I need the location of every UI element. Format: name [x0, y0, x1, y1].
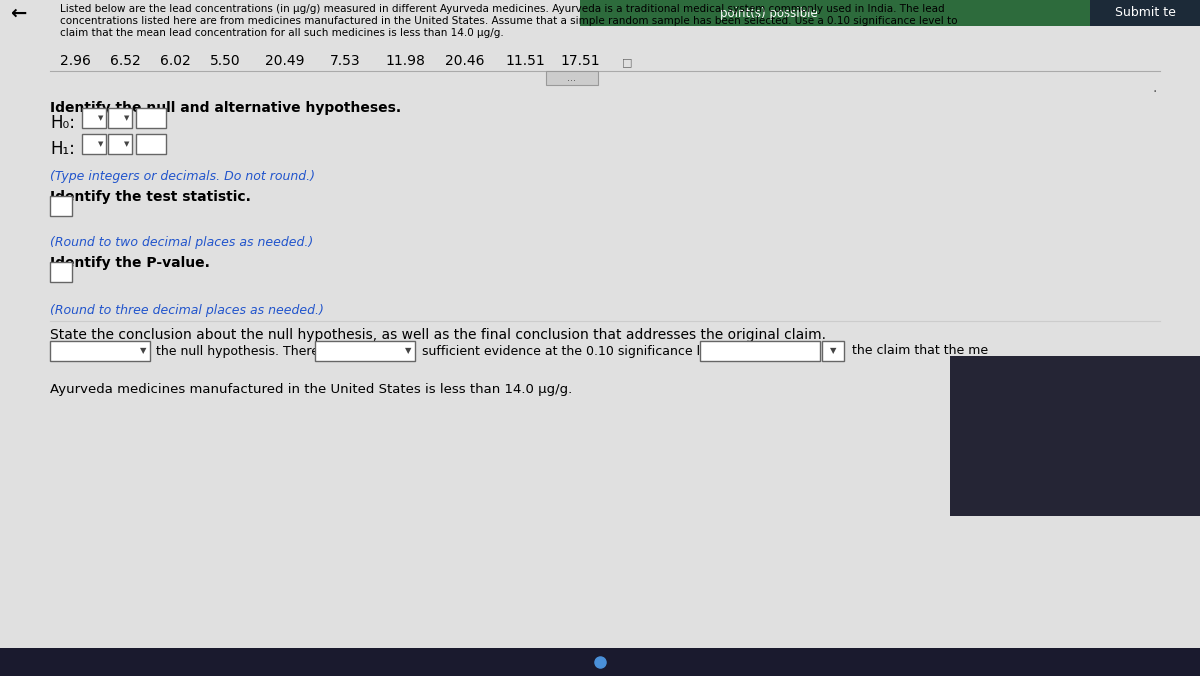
Text: (Round to two decimal places as needed.): (Round to two decimal places as needed.) [50, 236, 313, 249]
Text: Listed below are the lead concentrations (in μg/g) measured in different Ayurved: Listed below are the lead concentrations… [60, 4, 944, 14]
Text: 20.46: 20.46 [445, 54, 485, 68]
Text: ▼: ▼ [829, 347, 836, 356]
Text: concentrations listed here are from medicines manufactured in the United States.: concentrations listed here are from medi… [60, 16, 958, 26]
Text: 20.49: 20.49 [265, 54, 305, 68]
Text: claim that the mean lead concentration for all such medicines is less than 14.0 : claim that the mean lead concentration f… [60, 28, 504, 38]
Text: ...: ... [568, 73, 576, 83]
Text: (Round to three decimal places as needed.): (Round to three decimal places as needed… [50, 304, 324, 317]
Text: 5.50: 5.50 [210, 54, 241, 68]
Text: H₁:: H₁: [50, 140, 74, 158]
Text: (Type integers or decimals. Do not round.): (Type integers or decimals. Do not round… [50, 170, 314, 183]
Bar [314, 341, 415, 361]
Text: sufficient evidence at the 0.10 significance level to: sufficient evidence at the 0.10 signific… [418, 345, 743, 358]
Text: ▼: ▼ [98, 141, 103, 147]
Text: ▼: ▼ [139, 347, 146, 356]
Bar [1090, 0, 1200, 26]
Text: Ayurveda medicines manufactured in the United States is less than 14.0 μg/g.: Ayurveda medicines manufactured in the U… [50, 383, 572, 396]
Text: ▼: ▼ [125, 115, 130, 121]
Text: ▼: ▼ [98, 115, 103, 121]
Text: 6.02: 6.02 [160, 54, 191, 68]
Text: ▼: ▼ [404, 347, 412, 356]
Text: .: . [1153, 81, 1157, 95]
Bar [50, 262, 72, 282]
Bar [50, 196, 72, 216]
Text: Identify the P-value.: Identify the P-value. [50, 256, 210, 270]
Text: Identify the null and alternative hypotheses.: Identify the null and alternative hypoth… [50, 101, 401, 115]
Text: 7.53: 7.53 [330, 54, 361, 68]
Text: Submit te: Submit te [1115, 7, 1176, 20]
Bar [580, 0, 1090, 26]
Text: ▼: ▼ [125, 141, 130, 147]
Text: 11.51: 11.51 [505, 54, 545, 68]
Bar [82, 134, 106, 154]
Text: 6.52: 6.52 [110, 54, 140, 68]
Text: 11.98: 11.98 [385, 54, 425, 68]
Bar [546, 71, 598, 85]
Bar [136, 134, 166, 154]
Text: State the conclusion about the null hypothesis, as well as the final conclusion : State the conclusion about the null hypo… [50, 328, 826, 342]
Bar [822, 341, 844, 361]
Text: point(s) possible: point(s) possible [720, 7, 817, 20]
Text: H₀:: H₀: [50, 114, 74, 132]
Bar [108, 134, 132, 154]
Text: 2.96: 2.96 [60, 54, 91, 68]
Bar [0, 648, 1200, 676]
Text: Identify the test statistic.: Identify the test statistic. [50, 190, 251, 204]
Bar [136, 108, 166, 128]
Text: the claim that the me: the claim that the me [848, 345, 988, 358]
Text: □: □ [622, 57, 632, 67]
Bar [950, 356, 1200, 516]
Bar [82, 108, 106, 128]
Text: the null hypothesis. There: the null hypothesis. There [152, 345, 319, 358]
Bar [108, 108, 132, 128]
Bar [50, 341, 150, 361]
Text: 17.51: 17.51 [560, 54, 600, 68]
Bar [700, 341, 820, 361]
Text: ←: ← [10, 3, 26, 22]
